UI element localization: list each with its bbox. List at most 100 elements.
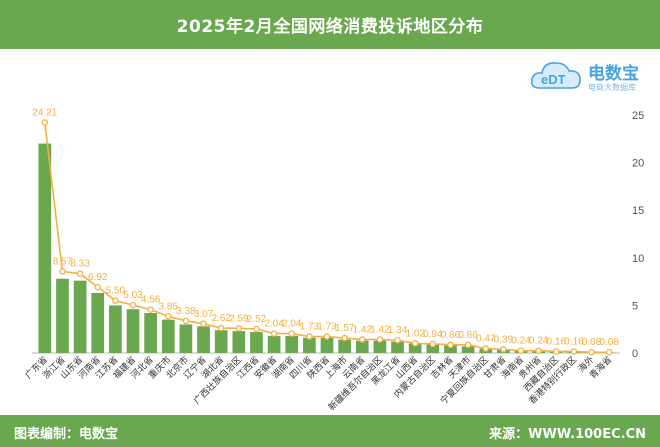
data-label: 0.24 [511,336,531,347]
svg-text:eDT: eDT [541,72,566,87]
bar [391,341,404,353]
bar [250,332,263,353]
bar [56,278,69,353]
line-point [94,283,101,291]
bar [338,339,351,353]
data-label: 2.52 [247,314,267,325]
y-tick-label: 15 [632,205,644,217]
data-label: 0.08 [599,337,619,348]
data-label: 6.92 [88,272,108,283]
line-point [605,348,613,356]
line-point [323,333,331,340]
line-point [482,345,489,352]
line-point [411,340,419,347]
line-point [500,346,507,353]
y-tick-label: 10 [632,253,644,265]
bar [320,337,334,353]
line-point [306,333,313,340]
data-label: 0.24 [529,336,549,347]
line-point [235,325,243,332]
data-label: 5.03 [123,290,143,301]
bar [144,313,157,353]
data-label: 0.16 [547,336,567,347]
data-label: 0.94 [423,329,443,340]
line-point [76,270,84,277]
bar [285,335,299,353]
bar [267,335,281,353]
bar [179,324,193,353]
line-point [217,324,225,332]
line-point [341,334,348,342]
line-point [376,336,384,343]
bar [73,280,87,353]
data-label: 0.16 [564,336,584,347]
bar [232,331,246,353]
footer-source: 来源：WWW.100EC.CN [489,427,646,442]
line-point [200,320,207,328]
data-label: 0.47 [476,334,496,345]
data-label: 2.04 [264,319,284,330]
brand-subtitle: 电商大数据库 [588,83,636,92]
bar [408,343,422,353]
bar [161,319,175,353]
line-point [147,306,154,313]
bar [91,293,105,353]
line-point [429,340,437,348]
y-tick-label: 20 [632,158,644,170]
line-point [253,325,260,333]
y-tick-label: 25 [632,110,644,122]
data-label: 0.39 [494,334,514,345]
data-label: 3.85 [159,301,179,312]
line-point [59,268,66,275]
data-label: 2.62 [211,313,231,324]
line-point [588,348,595,356]
line-point [464,341,472,349]
data-label: 1.34 [388,325,408,336]
bar [197,326,210,353]
data-label: 1.02 [405,328,425,339]
data-label: 2.59 [229,313,249,324]
data-label: 1.73 [317,322,337,333]
chart-title: 2025年2月全国网络消费投诉地区分布 [176,17,484,37]
brand-logo: eDT 电数宝 电商大数据库 [528,54,658,100]
line-point [553,348,560,355]
bar [426,344,440,353]
data-label: 2.04 [282,319,302,330]
line-point [112,297,119,304]
data-label: 8.57 [53,256,73,267]
cloud-logo-icon: eDT [530,62,581,89]
line-point [447,341,454,349]
data-label: 1.73 [300,322,320,333]
data-label: 1.57 [335,323,355,334]
bar [126,309,140,353]
bar [214,330,228,353]
line-point [165,313,172,320]
bar [355,340,369,353]
line-point [288,330,295,337]
data-label: 5.50 [106,286,126,297]
line-point [270,330,278,337]
data-label: 0.86 [458,330,478,341]
data-label: 3.07 [194,309,214,320]
bar [373,340,387,353]
data-label: 1.42 [370,324,390,335]
bar [461,346,475,353]
bar [38,143,52,353]
line-point [570,348,578,355]
line-point [359,336,366,343]
line-point [41,119,49,126]
bar [303,337,316,353]
bar [444,345,457,353]
data-label: 1.42 [353,324,373,335]
line-point [535,347,542,354]
footer-credit: 图表编制：电数宝 [14,427,119,442]
line-point [129,301,137,309]
data-label: 0.86 [441,330,461,341]
brand-name: 电数宝 [588,64,639,84]
data-label: 24.21 [32,108,57,119]
line-point [182,317,190,325]
line-point [517,347,525,354]
data-label: 0.08 [582,337,602,348]
chart-footer: 图表编制：电数宝 来源：WWW.100EC.CN [0,415,660,447]
